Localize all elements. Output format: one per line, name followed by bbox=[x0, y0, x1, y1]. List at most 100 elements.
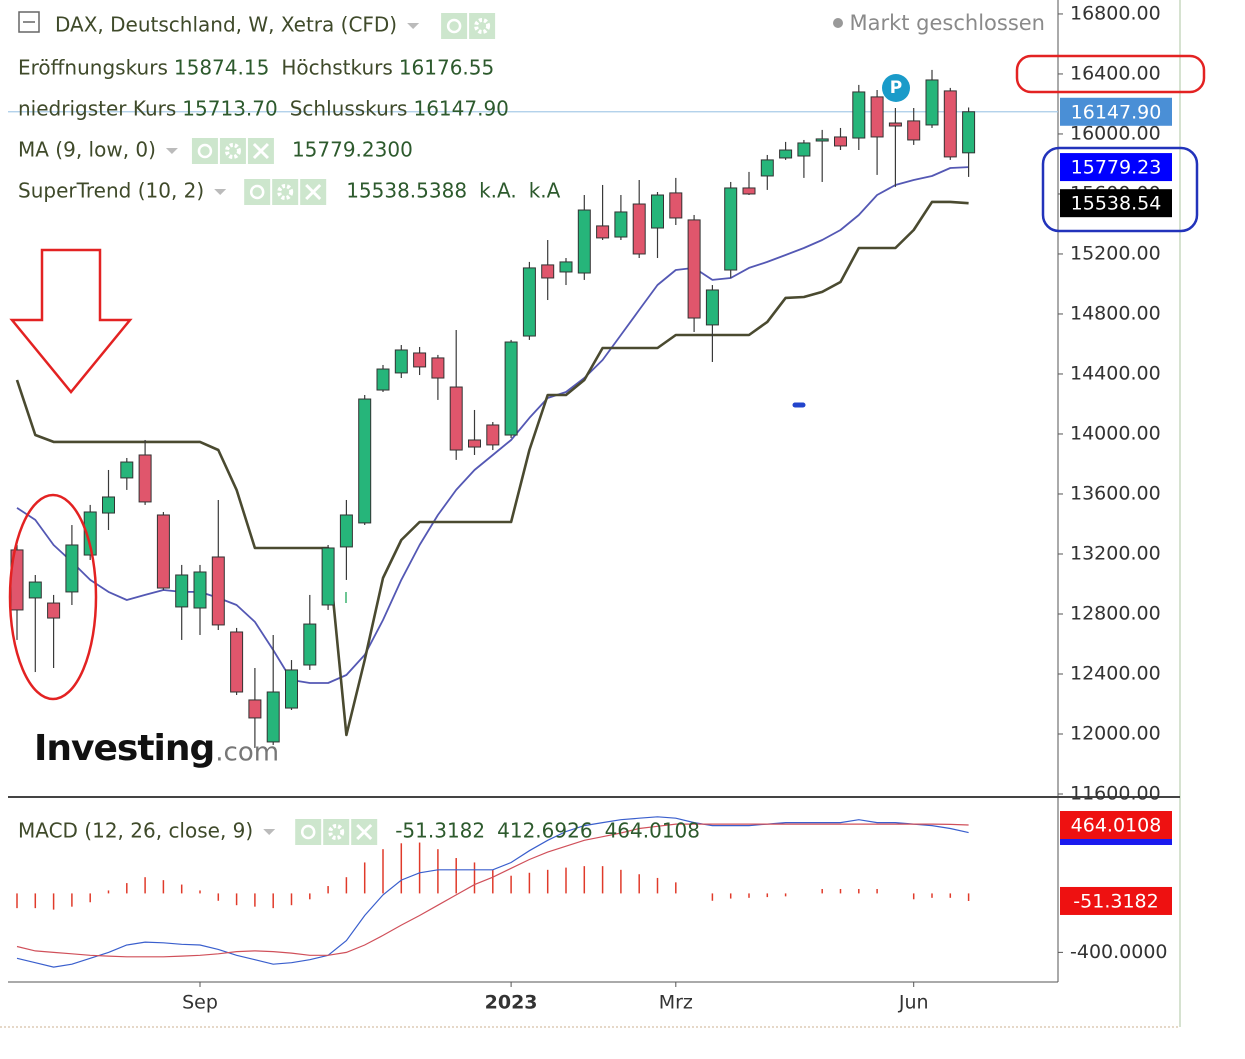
collapse-icon[interactable] bbox=[18, 11, 40, 33]
gear-icon bbox=[474, 18, 491, 34]
candle-body bbox=[175, 574, 189, 608]
y-tick-label: 16400.00 bbox=[1070, 62, 1161, 84]
price-badge bbox=[1060, 189, 1172, 218]
ohlc-label: Eröffnungskurs bbox=[18, 56, 168, 80]
dropdown-caret bbox=[263, 829, 276, 835]
eye-icon bbox=[446, 18, 462, 34]
toolbar-icon[interactable] bbox=[191, 138, 218, 164]
logo-suffix: .com bbox=[215, 738, 279, 768]
candle-body bbox=[779, 149, 793, 159]
price-badge-label: 16147.90 bbox=[1071, 101, 1162, 123]
value-badge-label: 464.0108 bbox=[1071, 815, 1162, 837]
legend-value: -51.3182 bbox=[395, 819, 485, 843]
status-dot bbox=[833, 18, 843, 28]
candle-body bbox=[907, 120, 921, 141]
value-badge-underline bbox=[1060, 839, 1172, 846]
price-badge-label: 15779.23 bbox=[1071, 157, 1162, 179]
candle-body bbox=[431, 357, 445, 379]
x-tick-label: Sep bbox=[182, 992, 218, 1014]
candle-body bbox=[120, 461, 134, 479]
legend-name: SuperTrend (10, 2) bbox=[18, 179, 204, 203]
legend-name: MA (9, low, 0) bbox=[18, 138, 156, 162]
candle-body bbox=[248, 699, 262, 719]
y-tick-label: -400.0000 bbox=[1070, 941, 1168, 963]
market-status: Markt geschlossen bbox=[849, 11, 1045, 35]
candle-body bbox=[65, 544, 79, 593]
dropdown-caret bbox=[214, 189, 227, 195]
candle-body bbox=[705, 289, 719, 326]
candle-body bbox=[614, 211, 628, 238]
candle-body bbox=[449, 386, 463, 451]
x-tick-label: 2023 bbox=[485, 992, 538, 1014]
price-badge bbox=[1060, 153, 1172, 182]
toolbar-icon[interactable] bbox=[441, 13, 468, 39]
gear-icon bbox=[328, 824, 345, 840]
eye-icon bbox=[197, 143, 213, 159]
eye-icon bbox=[249, 184, 265, 200]
price-badge-label: 15538.54 bbox=[1071, 193, 1162, 215]
candle-body bbox=[669, 192, 683, 219]
gear-icon bbox=[224, 143, 241, 159]
highlight-box bbox=[1041, 146, 1199, 233]
ohlc-label: niedrigster Kurs bbox=[18, 97, 176, 121]
candle-body bbox=[522, 267, 536, 337]
gear-icon bbox=[277, 184, 294, 200]
y-tick-label: 16000.00 bbox=[1070, 122, 1161, 144]
candle-body bbox=[834, 136, 847, 147]
legend-value: 412.6926 bbox=[497, 819, 592, 843]
x-tick-label: Mrz bbox=[659, 992, 693, 1014]
candle-body bbox=[596, 225, 610, 239]
candle-body bbox=[943, 90, 957, 158]
toolbar-icon[interactable] bbox=[272, 179, 299, 205]
value-badge bbox=[1060, 811, 1172, 840]
y-tick-label: 15200.00 bbox=[1070, 242, 1161, 264]
y-tick-label: 13200.00 bbox=[1070, 542, 1161, 564]
legend-value: 15779.2300 bbox=[292, 138, 413, 162]
x-tick-label: Jun bbox=[898, 992, 929, 1014]
close-icon bbox=[252, 142, 269, 160]
toolbar-icon[interactable] bbox=[295, 819, 322, 845]
macd-line bbox=[16, 823, 969, 958]
candle-body bbox=[925, 79, 939, 126]
ohlc-value: 15874.15 bbox=[174, 56, 269, 80]
candle-body bbox=[413, 352, 427, 368]
candle-body bbox=[376, 368, 390, 391]
legend-value: k.A. bbox=[479, 179, 517, 203]
ohlc-value: 16176.55 bbox=[399, 56, 494, 80]
y-tick-label: 12000.00 bbox=[1070, 722, 1161, 744]
indicator-line bbox=[15, 200, 969, 737]
candle-body bbox=[797, 142, 811, 157]
y-tick-label: 16800.00 bbox=[1070, 2, 1161, 24]
candle-body bbox=[211, 556, 225, 626]
event-marker[interactable] bbox=[882, 74, 910, 102]
candle-body bbox=[888, 122, 902, 127]
candle-body bbox=[504, 341, 518, 436]
value-badge-label: -51.3182 bbox=[1073, 890, 1158, 912]
toolbar-icon[interactable] bbox=[244, 179, 271, 205]
candle-body bbox=[230, 631, 244, 693]
dropdown-caret bbox=[165, 148, 178, 154]
candle-body bbox=[266, 691, 280, 743]
candle-body bbox=[358, 398, 372, 524]
candle-body bbox=[742, 187, 756, 195]
close-icon bbox=[356, 823, 373, 841]
highlight-box bbox=[1015, 54, 1206, 94]
chart-title: DAX, Deutschland, W, Xetra (CFD) bbox=[55, 13, 397, 37]
eye-icon bbox=[300, 824, 316, 840]
candle-body bbox=[138, 454, 152, 503]
y-tick-label: 12400.00 bbox=[1070, 662, 1161, 684]
candle-body bbox=[815, 138, 829, 142]
logo: Investing bbox=[34, 728, 214, 769]
candle-body bbox=[559, 261, 573, 273]
candle-body bbox=[724, 187, 738, 271]
candle-body bbox=[541, 264, 555, 279]
toolbar-icon[interactable] bbox=[323, 819, 350, 845]
toolbar-icon[interactable] bbox=[469, 13, 496, 39]
candle-body bbox=[339, 514, 353, 548]
plot bbox=[8, 69, 1058, 968]
toolbar-icon[interactable] bbox=[219, 138, 246, 164]
y-tick-label: 14000.00 bbox=[1070, 422, 1161, 444]
